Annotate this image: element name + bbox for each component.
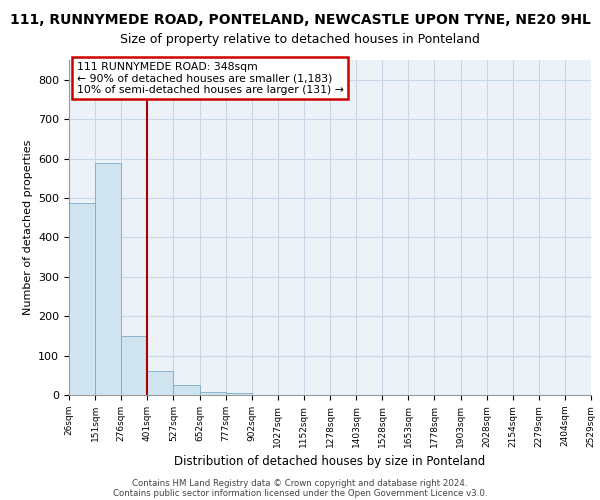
- Bar: [173, 385, 199, 395]
- X-axis label: Distribution of detached houses by size in Ponteland: Distribution of detached houses by size …: [175, 455, 485, 468]
- Text: Contains public sector information licensed under the Open Government Licence v3: Contains public sector information licen…: [113, 488, 487, 498]
- Bar: [95, 163, 121, 395]
- Y-axis label: Number of detached properties: Number of detached properties: [23, 140, 32, 315]
- Bar: [148, 370, 173, 395]
- Text: Size of property relative to detached houses in Ponteland: Size of property relative to detached ho…: [120, 32, 480, 46]
- Text: 111, RUNNYMEDE ROAD, PONTELAND, NEWCASTLE UPON TYNE, NE20 9HL: 111, RUNNYMEDE ROAD, PONTELAND, NEWCASTL…: [10, 12, 590, 26]
- Text: 111 RUNNYMEDE ROAD: 348sqm
← 90% of detached houses are smaller (1,183)
10% of s: 111 RUNNYMEDE ROAD: 348sqm ← 90% of deta…: [77, 62, 344, 95]
- Bar: [226, 393, 252, 395]
- Bar: [121, 336, 148, 395]
- Bar: [199, 392, 226, 395]
- Bar: [69, 204, 95, 395]
- Text: Contains HM Land Registry data © Crown copyright and database right 2024.: Contains HM Land Registry data © Crown c…: [132, 478, 468, 488]
